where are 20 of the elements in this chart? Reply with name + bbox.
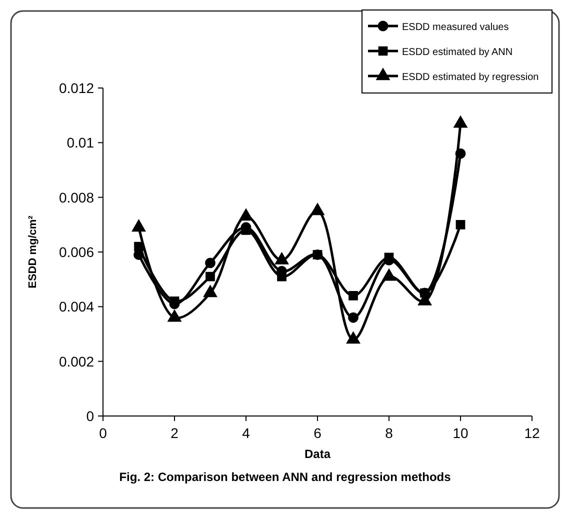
y-tick-label: 0 [86,408,94,424]
x-tick-label: 4 [242,425,250,441]
x-tick-label: 10 [452,425,468,441]
x-tick-label: 2 [170,425,179,441]
y-tick-label: 0.012 [58,80,94,96]
legend-label: ESDD measured values [402,22,509,33]
x-axis-title: Data [304,447,331,461]
y-tick-label: 0.008 [58,189,94,206]
y-axis-title: ESDD mg/cm² [27,215,39,288]
y-tick-label: 0.01 [66,134,94,151]
x-tick-label: 12 [524,425,540,441]
legend-label: ESDD estimated by ANN [402,47,513,58]
x-tick-label: 8 [385,425,394,441]
caption: Fig. 2: Comparison between ANN and regression methods [119,470,452,484]
x-tick-label: 6 [314,425,322,441]
y-tick-label: 0.006 [58,244,94,260]
y-tick-label: 0.002 [58,353,94,370]
legend-label: ESDD estimated by regression [402,72,539,83]
x-tick-label: 0 [99,425,108,441]
y-tick-label: 0.004 [58,298,94,315]
